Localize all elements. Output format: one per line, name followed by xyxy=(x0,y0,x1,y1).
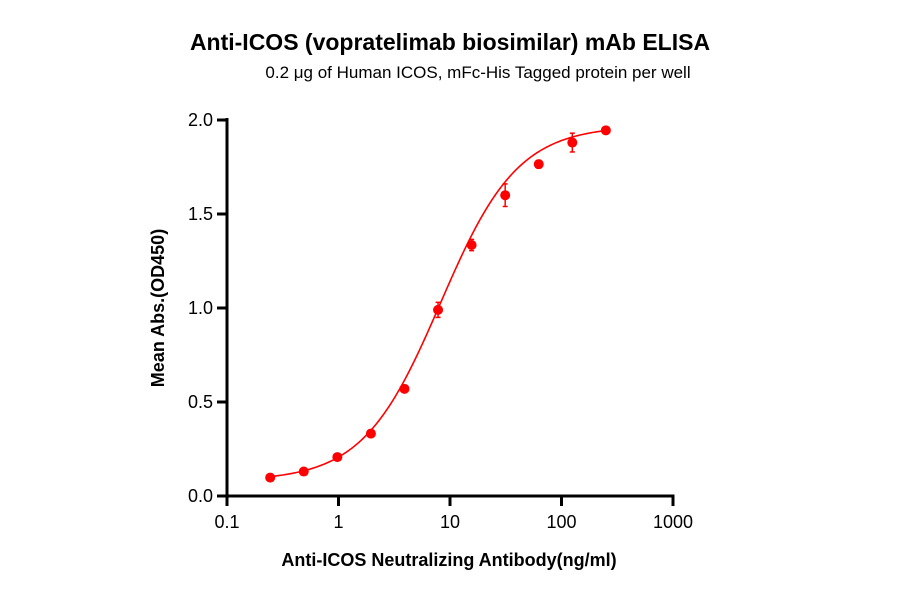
x-tick-label: 1 xyxy=(333,512,343,532)
data-point xyxy=(600,125,611,136)
data-point xyxy=(500,190,511,201)
y-tick-label: 2.0 xyxy=(188,110,213,130)
data-point xyxy=(433,304,444,315)
y-tick-label: 0.5 xyxy=(188,392,213,412)
data-point xyxy=(265,472,276,483)
chart-title: Anti-ICOS (vopratelimab biosimilar) mAb … xyxy=(190,29,710,55)
data-marks xyxy=(265,125,611,483)
axes: 0.0 0.5 1.0 1.5 2.0 0.1 1 10 100 1000 xyxy=(188,110,693,532)
data-point xyxy=(298,466,309,477)
data-point xyxy=(466,240,477,251)
data-point xyxy=(365,428,376,439)
x-tick-label: 1000 xyxy=(653,512,693,532)
x-tick-label: 100 xyxy=(546,512,576,532)
x-axis-label: Anti-ICOS Neutralizing Antibody(ng/ml) xyxy=(281,550,616,570)
data-point xyxy=(533,159,544,170)
y-tick-label: 1.5 xyxy=(188,204,213,224)
y-tick-label: 0.0 xyxy=(188,486,213,506)
data-point xyxy=(567,137,578,148)
data-point xyxy=(399,383,410,394)
chart-subtitle: 0.2 μg of Human ICOS, mFc-His Tagged pro… xyxy=(265,63,690,82)
x-tick-label: 10 xyxy=(440,512,460,532)
y-tick-label: 1.0 xyxy=(188,298,213,318)
y-axis-label: Mean Abs.(OD450) xyxy=(148,229,168,387)
x-tick-label: 0.1 xyxy=(214,512,239,532)
data-point xyxy=(332,452,343,463)
